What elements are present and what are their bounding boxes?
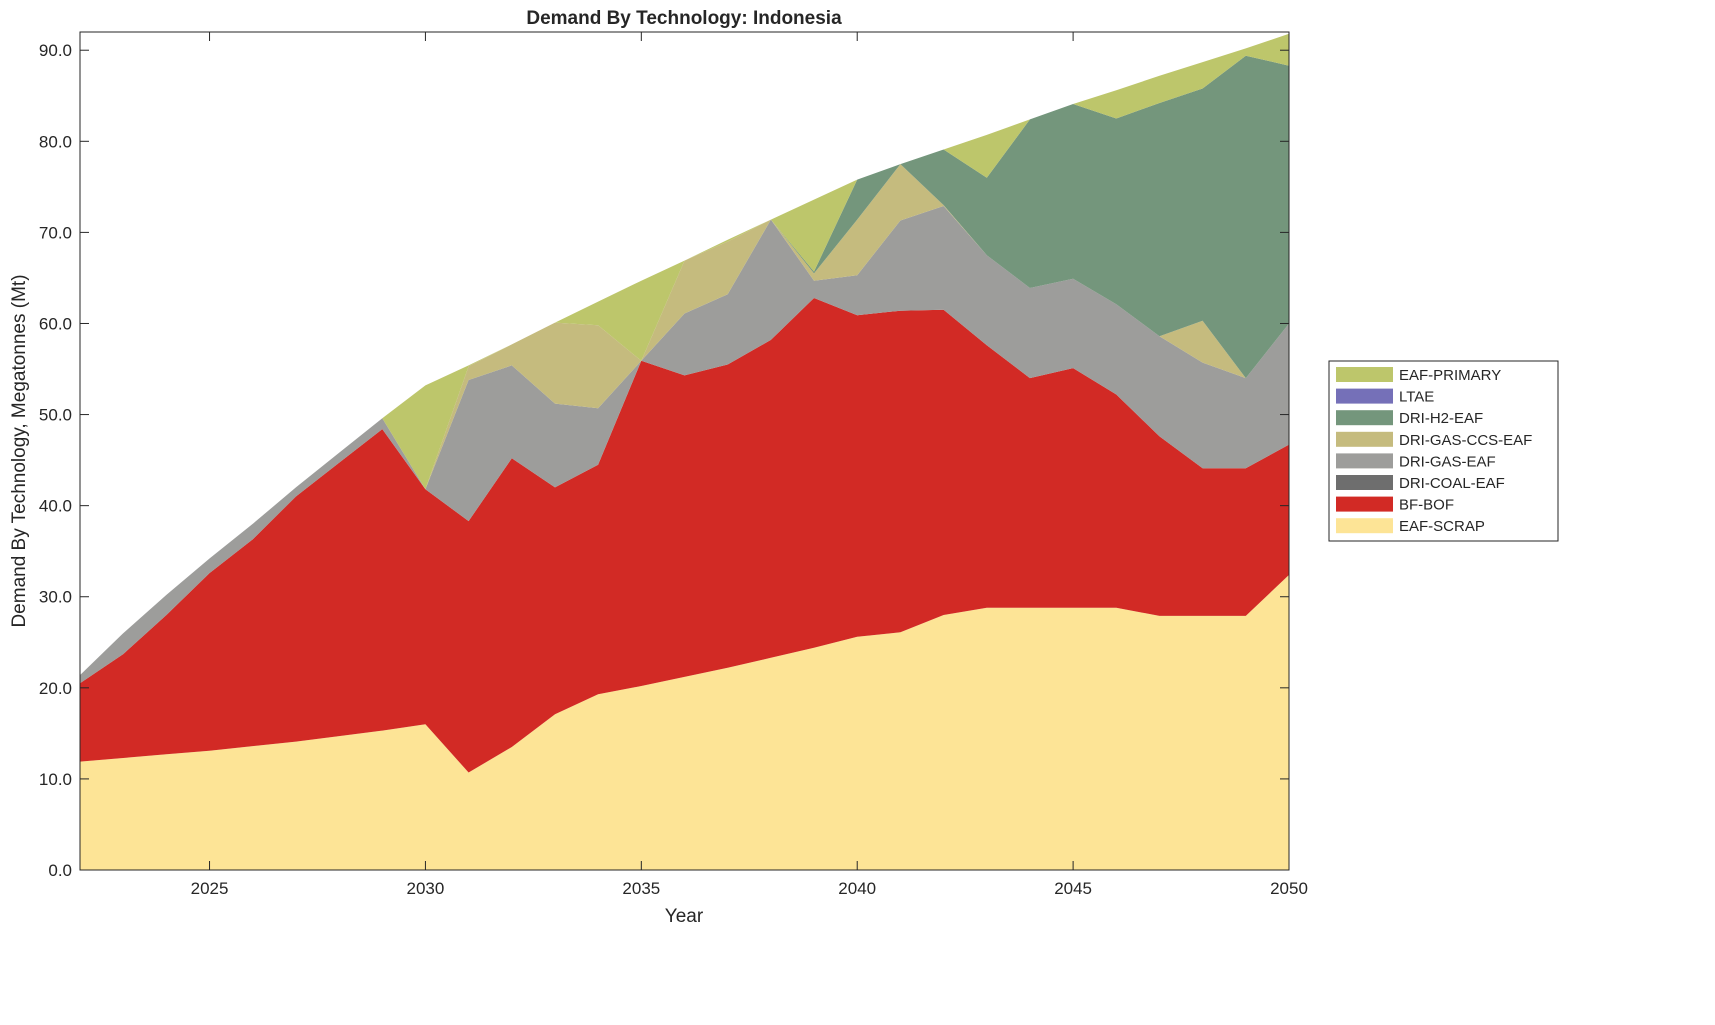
legend-swatch-bf-bof [1336,496,1393,512]
y-tick-label: 0.0 [48,861,72,880]
legend-label-dri-coal-eaf: DRI-COAL-EAF [1399,475,1505,492]
x-axis-label: Year [665,906,704,927]
legend: EAF-PRIMARY LTAE DRI-H2-EAF DRI-GAS-CCS-EAF… [1328,360,1559,542]
legend-swatch-dri-coal-eaf [1336,475,1393,490]
legend-swatch-eaf-primary [1336,367,1393,382]
y-axis-label: Demand By Technology, Megatonnes (Mt) [9,274,30,627]
x-axis: 2025 2030 2035 2040 2045 2050 [191,32,1308,898]
y-tick-label: 40.0 [39,497,72,516]
x-tick-label: 2025 [191,879,229,898]
y-tick-label: 60.0 [39,314,72,333]
x-tick-label: 2030 [407,879,445,898]
x-tick-label: 2045 [1054,879,1092,898]
area-dri-gas-ccs-eaf [80,164,1289,676]
legend-swatch-dri-gas-eaf [1336,453,1393,469]
legend-label-dri-gas-eaf: DRI-GAS-EAF [1399,453,1496,470]
legend-label-eaf-scrap: EAF-SCRAP [1399,518,1485,535]
legend-swatch-ltae [1336,388,1393,404]
y-tick-label: 70.0 [39,223,72,242]
y-tick-label: 80.0 [39,132,72,151]
area-eaf-scrap [80,574,1289,870]
area-eaf-primary [80,33,1289,676]
legend-swatch-dri-gas-ccs-eaf [1336,431,1393,447]
y-tick-label: 20.0 [39,679,72,698]
legend-label-eaf-primary: EAF-PRIMARY [1399,367,1501,384]
areas-layer [80,33,1289,870]
x-tick-label: 2050 [1270,879,1308,898]
y-tick-label: 90.0 [39,41,72,60]
y-axis: 0.0 10.0 20.0 30.0 40.0 50.0 60.0 70.0 80.0 90.0 [39,41,1289,880]
area-dri-gas-eaf [80,206,1289,684]
legend-label-dri-gas-ccs-eaf: DRI-GAS-CCS-EAF [1399,432,1532,449]
legend-label-dri-h2-eaf: DRI-H2-EAF [1399,410,1483,427]
y-tick-label: 30.0 [39,588,72,607]
legend-box [1328,360,1559,542]
y-tick-label: 50.0 [39,406,72,425]
area-dri-h2-eaf [80,55,1289,676]
x-tick-label: 2040 [838,879,876,898]
legend-label-ltae: LTAE [1399,389,1434,406]
chart-title: Demand By Technology: Indonesia [526,8,842,29]
plot-frame [79,31,1290,871]
x-tick-label: 2035 [622,879,660,898]
legend-swatch-dri-h2-eaf [1336,410,1393,426]
legend-swatch-eaf-scrap [1336,518,1393,534]
legend-label-bf-bof: BF-BOF [1399,497,1454,514]
area-bf-bof [80,298,1289,773]
y-tick-label: 10.0 [39,770,72,789]
